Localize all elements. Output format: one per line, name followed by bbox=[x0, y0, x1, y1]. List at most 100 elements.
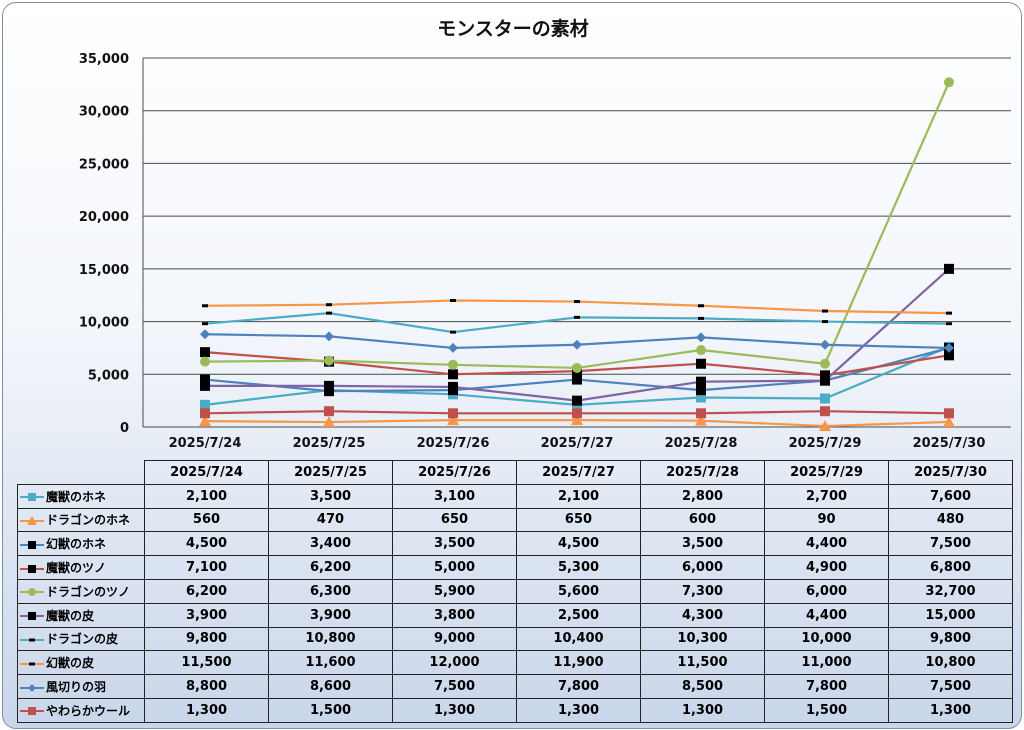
data-point-marker bbox=[946, 311, 952, 315]
data-point-marker bbox=[202, 322, 208, 326]
table-cell: 10,800 bbox=[888, 650, 1013, 676]
legend-key-icon bbox=[20, 612, 44, 621]
x-axis-ticks: 2025/7/24 2025/7/25 2025/7/26 2025/7/27 2025… bbox=[169, 436, 986, 451]
table-cell: 10,400 bbox=[516, 626, 641, 652]
table-cell: 10,800 bbox=[268, 626, 393, 652]
table-cell: 7,300 bbox=[640, 578, 765, 604]
table-column-header: 2025/7/29 bbox=[764, 460, 889, 485]
data-point-marker bbox=[28, 493, 36, 502]
table-cell: 650 bbox=[392, 507, 517, 533]
data-point-marker bbox=[199, 415, 211, 427]
table-row: やわらかウール 1,300 1,500 1,300 1,300 1,300 1,500 1,3… bbox=[17, 697, 1013, 723]
legend-key-icon bbox=[20, 707, 44, 716]
table-row: ドラゴンの皮 9,800 10,800 9,000 10,400 10,300 10,000… bbox=[17, 626, 1013, 652]
data-point-marker bbox=[696, 345, 706, 356]
data-point-marker bbox=[820, 370, 830, 381]
table-column-header: 2025/7/26 bbox=[392, 460, 517, 485]
y-tick-label: 5,000 bbox=[88, 368, 129, 383]
series-label: やわらかウール bbox=[17, 697, 145, 723]
y-tick-label: 15,000 bbox=[79, 263, 129, 278]
data-point-marker bbox=[822, 309, 828, 313]
table-cell: 3,500 bbox=[268, 483, 393, 509]
table-cell: 11,500 bbox=[144, 650, 269, 676]
table-cell: 9,800 bbox=[144, 626, 269, 652]
table-cell: 5,300 bbox=[516, 555, 641, 580]
table-cell: 6,200 bbox=[144, 578, 269, 604]
data-point-marker bbox=[698, 304, 704, 308]
data-point-marker bbox=[29, 662, 35, 666]
series-label: ドラゴンのツノ bbox=[17, 578, 145, 604]
table-cell: 5,000 bbox=[392, 555, 517, 580]
data-point-marker bbox=[200, 374, 210, 385]
data-point-marker bbox=[324, 406, 334, 417]
table-cell: 6,000 bbox=[640, 555, 765, 580]
data-point-marker bbox=[695, 414, 707, 426]
data-point-marker bbox=[28, 707, 36, 716]
data-point-marker bbox=[820, 393, 830, 404]
table-cell: 560 bbox=[144, 507, 269, 533]
data-point-marker bbox=[572, 408, 582, 419]
data-point-marker bbox=[324, 355, 334, 366]
series-group bbox=[200, 406, 954, 419]
table-row: 風切りの羽 8,800 8,600 7,500 7,800 8,500 7,800 7,500 bbox=[17, 674, 1013, 699]
legend-key-icon bbox=[20, 662, 44, 666]
table-cell: 3,500 bbox=[640, 531, 765, 557]
data-point-marker bbox=[28, 564, 36, 573]
table-cell: 11,500 bbox=[640, 650, 765, 676]
table-row: ドラゴンのホネ 560 470 650 650 600 90 480 bbox=[17, 507, 1013, 533]
table-cell: 480 bbox=[888, 507, 1013, 533]
table-cell: 3,900 bbox=[144, 602, 269, 628]
series-label: 幻獣のホネ bbox=[17, 531, 145, 557]
data-point-marker bbox=[944, 350, 954, 361]
line-chart: モンスターの素材 0 5,000 10,000 15,000 20,000 25,000 3… bbox=[79, 17, 1011, 451]
data-table-header: 2025/7/24 2025/7/25 2025/7/26 2025/7/27 2025… bbox=[17, 460, 1013, 485]
table-cell: 90 bbox=[764, 507, 889, 533]
data-point-marker bbox=[944, 342, 954, 353]
data-point-marker bbox=[696, 408, 706, 419]
table-cell: 3,900 bbox=[268, 602, 393, 628]
table-cell: 1,300 bbox=[392, 697, 517, 723]
y-axis-ticks: 0 5,000 10,000 15,000 20,000 25,000 30,000 35,0… bbox=[79, 52, 129, 436]
table-row: 魔獣のツノ 7,100 6,200 5,000 5,300 6,000 4,900 6,800 bbox=[17, 555, 1013, 580]
table-cell: 2,100 bbox=[516, 483, 641, 509]
table-cell: 650 bbox=[516, 507, 641, 533]
x-tick-label: 2025/7/30 bbox=[913, 436, 986, 451]
table-cell: 7,100 bbox=[144, 555, 269, 580]
series-label: 魔獣の皮 bbox=[17, 602, 145, 628]
data-point-marker bbox=[696, 358, 706, 369]
table-cell: 4,400 bbox=[764, 531, 889, 557]
data-point-marker bbox=[326, 311, 332, 315]
series-label: 魔獣のツノ bbox=[17, 555, 145, 580]
data-point-marker bbox=[944, 263, 954, 274]
y-tick-label: 10,000 bbox=[79, 316, 129, 331]
series-label: ドラゴンのホネ bbox=[17, 507, 145, 533]
series-label: 風切りの羽 bbox=[17, 674, 145, 699]
table-cell: 11,600 bbox=[268, 650, 393, 676]
legend-key-icon bbox=[20, 515, 44, 525]
data-point-marker bbox=[200, 399, 210, 410]
data-point-marker bbox=[696, 332, 706, 343]
y-tick-label: 35,000 bbox=[79, 52, 129, 67]
x-tick-label: 2025/7/25 bbox=[293, 436, 366, 451]
data-point-marker bbox=[820, 375, 830, 386]
table-cell: 4,300 bbox=[640, 602, 765, 628]
series-group bbox=[199, 414, 955, 432]
table-cell: 8,600 bbox=[268, 674, 393, 699]
table-cell: 1,300 bbox=[640, 697, 765, 723]
legend-key-icon bbox=[20, 564, 44, 573]
data-point-marker bbox=[28, 612, 36, 621]
data-point-marker bbox=[323, 416, 335, 428]
x-tick-label: 2025/7/24 bbox=[169, 436, 242, 451]
y-tick-label: 0 bbox=[120, 421, 129, 436]
data-point-marker bbox=[200, 408, 210, 419]
series-group bbox=[202, 298, 952, 315]
x-tick-label: 2025/7/29 bbox=[789, 436, 862, 451]
data-point-marker bbox=[572, 374, 582, 385]
data-point-marker bbox=[698, 316, 704, 320]
data-point-marker bbox=[200, 329, 210, 340]
x-tick-label: 2025/7/28 bbox=[665, 436, 738, 451]
table-cell: 4,400 bbox=[764, 602, 889, 628]
series-group bbox=[202, 311, 952, 334]
series-label: 幻獣の皮 bbox=[17, 650, 145, 676]
